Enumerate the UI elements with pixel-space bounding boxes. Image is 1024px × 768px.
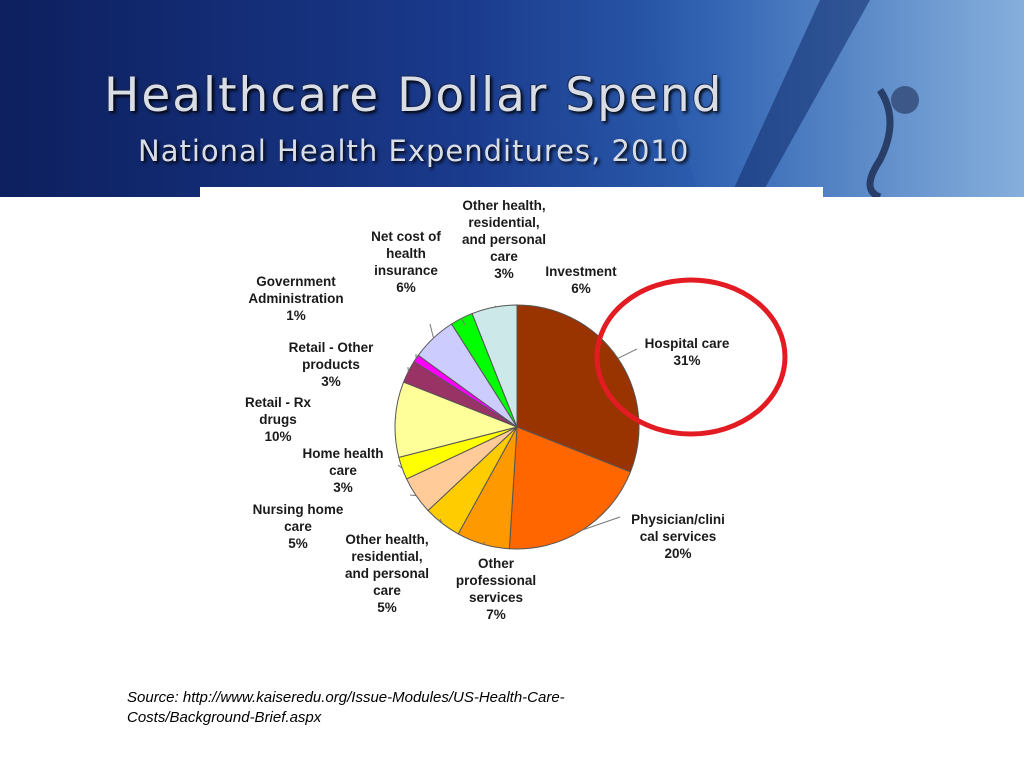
slice-label: Other health, residential, and personal car… — [462, 198, 546, 281]
header-photo-background — [640, 0, 1024, 197]
leader-line — [461, 318, 466, 326]
leader-line — [397, 464, 403, 469]
slice-label: Other professional services 7% — [456, 556, 536, 622]
chart-panel: Hospital care 31% Physician/clini cal servi… — [200, 187, 823, 632]
slice-label: Physician/clini cal services 20% — [631, 512, 725, 561]
header-banner: Healthcare Dollar Spend National Health … — [0, 0, 1024, 197]
leader-line — [482, 541, 486, 545]
collar-shadow — [730, 0, 870, 197]
slice-label: Hospital care 31% — [645, 336, 730, 368]
leader-line — [439, 518, 443, 524]
pie-slice — [508, 426, 632, 550]
stethoscope-icon — [866, 88, 894, 197]
pie-chart: Hospital care 31% Physician/clini cal servi… — [245, 198, 788, 622]
slice-label: Home health care 3% — [302, 446, 383, 495]
scrubs-shape — [640, 0, 1024, 197]
slice-label: Investment 6% — [545, 264, 617, 296]
source-note: Source: http://www.kaiseredu.org/Issue-M… — [127, 689, 565, 726]
slice-label: Other health, residential, and personal car… — [345, 532, 429, 615]
slide-subtitle: National Health Expenditures, 2010 — [138, 134, 690, 168]
slice-label: Retail - Rx drugs 10% — [245, 395, 312, 444]
slice-label: Retail - Other products 3% — [289, 340, 375, 389]
stethoscope-head-icon — [891, 86, 919, 114]
leader-line — [409, 494, 417, 497]
leader-line — [493, 305, 497, 308]
slide-title: Healthcare Dollar Spend — [104, 68, 724, 123]
slice-label: Government Administration 1% — [248, 274, 343, 323]
slice-label: Net cost of health insurance 6% — [371, 229, 441, 295]
leader-line — [617, 348, 638, 359]
leader-line — [394, 416, 397, 420]
highlight-circle — [594, 277, 788, 437]
leader-line — [582, 516, 621, 531]
leader-line — [429, 323, 434, 339]
pie-slice — [471, 304, 518, 428]
slice-label: Nursing home care 5% — [253, 502, 344, 551]
